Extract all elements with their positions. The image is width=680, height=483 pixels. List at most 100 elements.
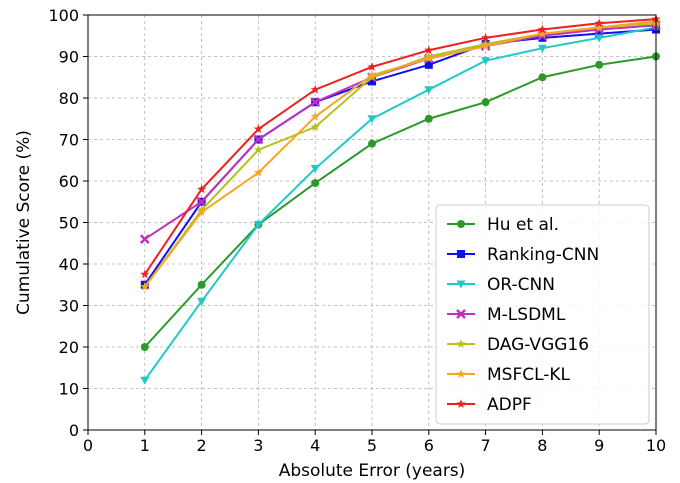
data-point bbox=[140, 376, 150, 385]
data-point bbox=[424, 114, 433, 123]
data-point bbox=[367, 70, 377, 80]
series-line bbox=[143, 26, 657, 381]
legend-item: OR-CNN bbox=[447, 275, 555, 295]
data-point bbox=[595, 29, 604, 38]
y-tick-label: 90 bbox=[59, 48, 79, 67]
legend-item: MSFCL-KL bbox=[447, 365, 571, 385]
data-point bbox=[253, 167, 263, 177]
data-point bbox=[537, 44, 547, 53]
data-point bbox=[253, 134, 264, 145]
data-point bbox=[424, 86, 434, 95]
y-tick-label: 30 bbox=[59, 297, 79, 316]
data-point bbox=[140, 269, 150, 279]
series-hu-et-al bbox=[140, 52, 660, 351]
legend-label: Ranking-CNN bbox=[487, 245, 599, 265]
legend-item: DAG-VGG16 bbox=[447, 335, 589, 355]
x-tick-label: 2 bbox=[197, 436, 207, 455]
data-point bbox=[367, 62, 377, 71]
data-point bbox=[197, 280, 206, 289]
data-point bbox=[367, 115, 377, 124]
data-point bbox=[481, 98, 490, 107]
data-point bbox=[311, 179, 320, 188]
x-tick-label: 7 bbox=[481, 436, 491, 455]
series-adpf bbox=[140, 14, 661, 279]
data-point bbox=[310, 84, 320, 94]
legend-item: Hu et al. bbox=[447, 215, 559, 235]
x-axis-label: Absolute Error (years) bbox=[279, 461, 466, 481]
data-point bbox=[253, 221, 263, 230]
data-point bbox=[368, 139, 376, 148]
data-point bbox=[253, 124, 263, 134]
series-group bbox=[139, 14, 661, 385]
legend-label: Hu et al. bbox=[487, 215, 559, 235]
data-point bbox=[139, 234, 150, 244]
data-point bbox=[310, 111, 320, 121]
x-tick-label: 10 bbox=[646, 436, 666, 455]
legend-item: M-LSDML bbox=[447, 305, 566, 325]
data-point bbox=[424, 60, 433, 69]
legend-marker bbox=[456, 399, 466, 408]
y-tick-label: 50 bbox=[59, 214, 79, 233]
y-tick-label: 40 bbox=[59, 255, 79, 274]
y-tick-label: 80 bbox=[59, 89, 79, 108]
y-tick-label: 20 bbox=[59, 338, 79, 357]
legend-marker bbox=[457, 250, 465, 258]
data-point bbox=[197, 297, 207, 306]
series-line bbox=[144, 20, 657, 288]
series-line bbox=[143, 18, 657, 275]
data-point bbox=[595, 60, 604, 69]
x-tick-label: 1 bbox=[140, 436, 150, 455]
legend-label: OR-CNN bbox=[487, 275, 555, 295]
data-point bbox=[140, 282, 150, 291]
legend-marker bbox=[456, 280, 466, 289]
data-point bbox=[481, 57, 491, 66]
data-point bbox=[140, 343, 149, 351]
data-point bbox=[537, 24, 547, 34]
legend-frame bbox=[435, 204, 650, 425]
data-point bbox=[310, 165, 320, 174]
legend-label: DAG-VGG16 bbox=[487, 335, 589, 355]
y-tick-label: 70 bbox=[59, 131, 79, 150]
y-tick-label: 100 bbox=[48, 6, 79, 25]
data-point bbox=[594, 34, 604, 43]
x-tick-label: 3 bbox=[253, 436, 263, 455]
data-point bbox=[538, 73, 547, 82]
y-tick-label: 10 bbox=[59, 380, 79, 399]
data-point bbox=[538, 33, 547, 42]
x-tick-label: 5 bbox=[367, 436, 377, 455]
data-point bbox=[310, 122, 320, 131]
data-point bbox=[197, 207, 207, 217]
data-point bbox=[368, 77, 376, 86]
legend-label: MSFCL-KL bbox=[487, 365, 571, 385]
legend-marker bbox=[456, 369, 466, 378]
data-point bbox=[594, 18, 604, 28]
x-tick-label: 6 bbox=[424, 436, 434, 455]
data-point bbox=[481, 41, 491, 51]
x-tick-label: 0 bbox=[83, 436, 93, 455]
data-point bbox=[196, 196, 207, 207]
series-line bbox=[144, 55, 657, 348]
legend-item: Ranking-CNN bbox=[447, 245, 599, 265]
legend: Hu et al. Ranking-CNN OR-CNN M-LSDML DAG-VGG… bbox=[435, 204, 650, 425]
data-point bbox=[594, 22, 604, 32]
data-point bbox=[537, 28, 547, 38]
x-tick-label: 9 bbox=[594, 436, 604, 455]
data-point bbox=[424, 45, 434, 55]
legend-marker bbox=[456, 309, 466, 319]
y-axis-label: Cumulative Score (%) bbox=[14, 130, 34, 315]
x-tick-label: 8 bbox=[537, 436, 547, 455]
data-point bbox=[310, 97, 321, 108]
y-tick-label: 0 bbox=[69, 421, 79, 440]
data-point bbox=[253, 145, 263, 154]
legend-label: ADPF bbox=[487, 395, 532, 415]
data-point bbox=[481, 33, 491, 42]
y-tick-label: 60 bbox=[59, 172, 79, 191]
x-tick-label: 4 bbox=[310, 436, 320, 455]
legend-marker bbox=[456, 339, 466, 348]
data-point bbox=[424, 53, 434, 63]
legend-label: M-LSDML bbox=[487, 305, 566, 325]
legend-item: ADPF bbox=[447, 395, 532, 415]
data-point bbox=[197, 184, 207, 194]
